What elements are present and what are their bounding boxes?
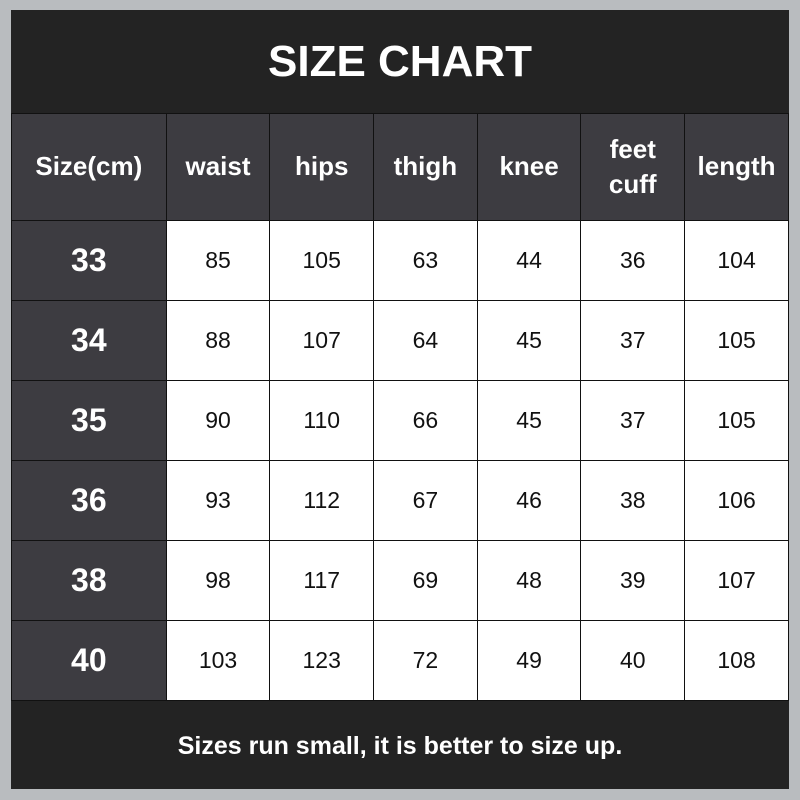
measurement-cell: 45 [476,380,582,461]
chart-title: SIZE CHART [268,36,532,86]
measurement-cell: 38 [580,460,686,541]
measurement-cell: 44 [476,220,582,301]
measurement-cell: 104 [684,220,789,301]
measurement-cell: 63 [373,220,478,301]
header-thigh: thigh [373,113,478,221]
measurement-cell: 45 [476,300,582,381]
measurement-cell: 69 [373,540,478,621]
measurement-cell: 105 [684,380,789,461]
measurement-cell: 107 [684,540,789,621]
measurement-cell: 36 [580,220,686,301]
measurement-cell: 123 [269,620,375,701]
header-waist: waist [165,113,271,221]
table-row: 35 90 110 66 45 37 105 [11,380,789,461]
measurement-cell: 40 [580,620,686,701]
table-row: 38 98 117 69 48 39 107 [11,540,789,621]
measurement-cell: 110 [269,380,375,461]
measurement-cell: 48 [476,540,582,621]
header-feet-cuff: feet cuff [580,113,686,221]
measurement-cell: 66 [373,380,478,461]
header-feet-cuff-text: feet cuff [608,133,657,199]
measurement-cell: 64 [373,300,478,381]
measurement-cell: 103 [165,620,271,701]
size-cell: 40 [11,620,167,701]
size-cell: 34 [11,300,167,381]
header-row: Size(cm) waist hips thigh knee feet cuff… [11,113,789,221]
measurement-cell: 49 [476,620,582,701]
measurement-cell: 72 [373,620,478,701]
measurement-cell: 88 [165,300,271,381]
measurement-cell: 105 [684,300,789,381]
measurement-cell: 67 [373,460,478,541]
measurement-cell: 117 [269,540,375,621]
measurement-cell: 39 [580,540,686,621]
size-table: Size(cm) waist hips thigh knee feet cuff… [11,113,789,701]
footer-note: Sizes run small, it is better to size up… [177,731,623,760]
measurement-cell: 85 [165,220,271,301]
measurement-cell: 90 [165,380,271,461]
size-chart: SIZE CHART Size(cm) waist hips thigh kne… [11,10,789,789]
measurement-cell: 107 [269,300,375,381]
header-length: length [684,113,789,221]
measurement-cell: 105 [269,220,375,301]
measurement-cell: 46 [476,460,582,541]
table-row: 40 103 123 72 49 40 108 [11,620,789,701]
measurement-cell: 112 [269,460,375,541]
size-cell: 35 [11,380,167,461]
table-row: 36 93 112 67 46 38 106 [11,460,789,541]
measurement-cell: 93 [165,460,271,541]
header-knee: knee [476,113,582,221]
size-cell: 36 [11,460,167,541]
table-row: 34 88 107 64 45 37 105 [11,300,789,381]
table-row: 33 85 105 63 44 36 104 [11,220,789,301]
header-size: Size(cm) [11,113,167,221]
measurement-cell: 108 [684,620,789,701]
measurement-cell: 37 [580,300,686,381]
header-hips: hips [269,113,375,221]
measurement-cell: 106 [684,460,789,541]
size-cell: 33 [11,220,167,301]
measurement-cell: 37 [580,380,686,461]
measurement-cell: 98 [165,540,271,621]
size-cell: 38 [11,540,167,621]
